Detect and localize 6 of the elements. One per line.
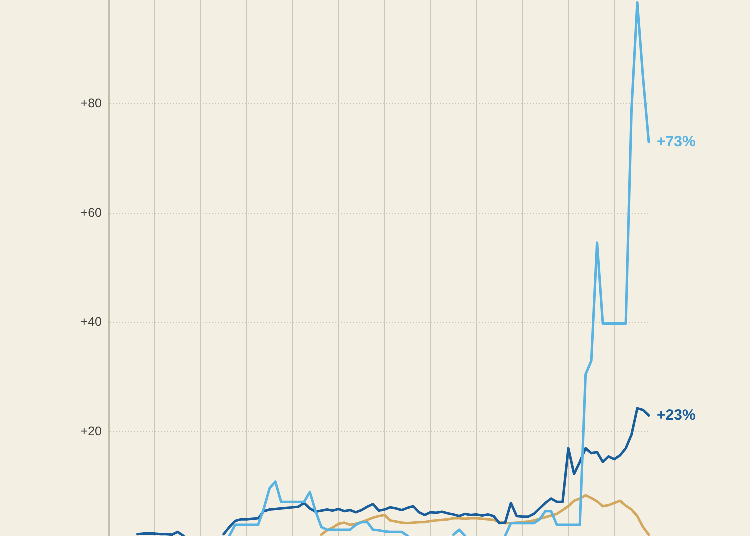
data-label: +73% — [657, 133, 696, 150]
y-tick-label: +20 — [80, 424, 102, 439]
y-tick-label: +60 — [80, 206, 102, 220]
data-label: +23% — [657, 406, 696, 424]
y-tick-label: +40 — [80, 315, 102, 330]
y-tick-label: +80 — [80, 96, 102, 110]
